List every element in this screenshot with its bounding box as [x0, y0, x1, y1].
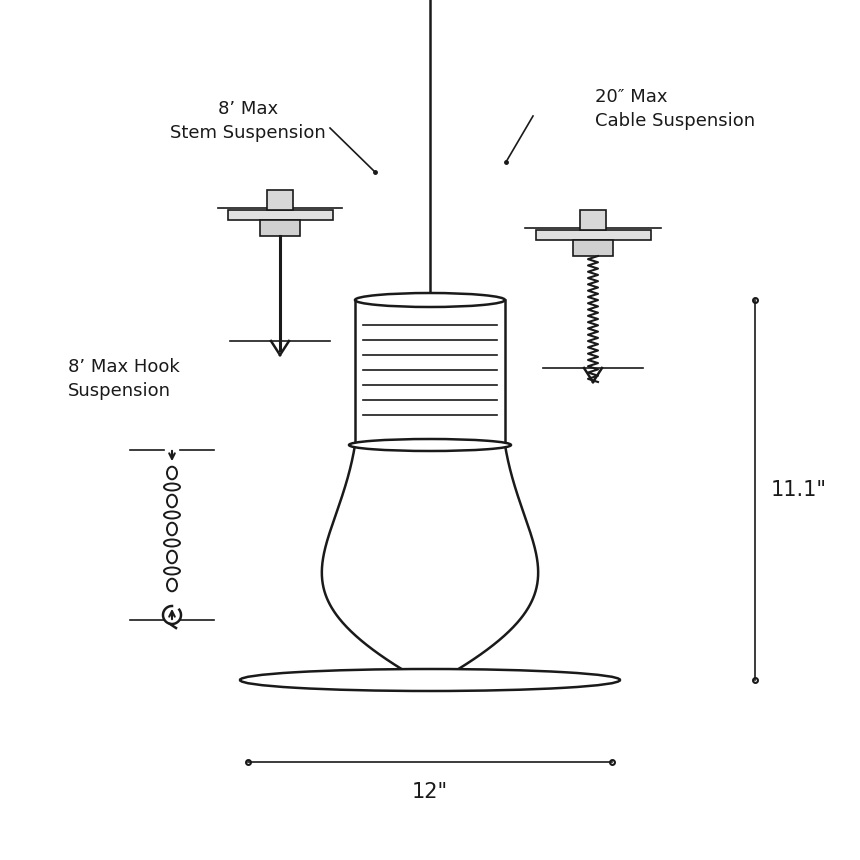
Text: 8’ Max Hook
Suspension: 8’ Max Hook Suspension	[68, 358, 180, 400]
Bar	[355, 300, 505, 445]
Text: 11.1": 11.1"	[771, 480, 827, 500]
Bar	[573, 240, 613, 256]
Bar	[260, 220, 300, 236]
Ellipse shape	[164, 568, 180, 574]
Bar	[536, 230, 651, 240]
Ellipse shape	[355, 293, 505, 307]
Ellipse shape	[164, 539, 180, 546]
Bar	[267, 190, 293, 210]
Ellipse shape	[167, 550, 177, 563]
Ellipse shape	[167, 467, 177, 479]
Ellipse shape	[167, 523, 177, 535]
Bar	[228, 210, 333, 220]
Text: 12": 12"	[412, 782, 448, 802]
Ellipse shape	[167, 494, 177, 507]
Ellipse shape	[240, 669, 620, 691]
Ellipse shape	[349, 439, 511, 451]
Ellipse shape	[164, 483, 180, 490]
Text: 20″ Max
Cable Suspension: 20″ Max Cable Suspension	[595, 88, 755, 130]
Ellipse shape	[164, 512, 180, 519]
Ellipse shape	[167, 579, 177, 592]
Bar	[580, 210, 606, 230]
Text: 8’ Max
Stem Suspension: 8’ Max Stem Suspension	[170, 100, 326, 142]
